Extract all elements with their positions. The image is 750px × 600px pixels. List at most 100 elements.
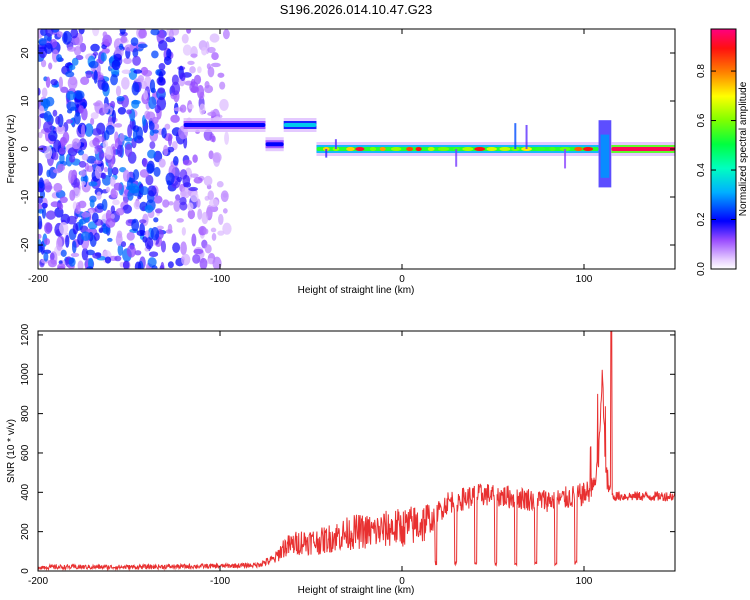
noise-blob <box>132 129 138 142</box>
noise-blob <box>41 87 48 98</box>
noise-blob <box>41 202 48 209</box>
noise-blob <box>136 230 147 237</box>
noise-blob <box>133 200 141 210</box>
noise-blob <box>147 149 156 159</box>
spectrogram-y-tick-label: -10 <box>20 189 31 204</box>
noise-blob <box>179 72 186 81</box>
snr-x-tick-label: -100 <box>210 576 230 587</box>
noise-blob <box>78 29 85 35</box>
noise-blob <box>101 198 108 211</box>
noise-blob <box>66 215 77 225</box>
noise-blob <box>96 145 102 153</box>
spectrogram-x-tick-label: -100 <box>210 274 230 285</box>
noise-blob <box>44 222 52 235</box>
noise-blob <box>164 123 171 130</box>
noise-blob <box>52 152 59 161</box>
spectrogram-x-axis-label: Height of straight line (km) <box>298 285 415 296</box>
spectrogram-x-tick-label: 0 <box>399 274 405 285</box>
noise-blob <box>130 185 140 194</box>
noise-blob <box>134 250 142 256</box>
noise-blob <box>126 231 135 241</box>
noise-blob <box>101 48 111 54</box>
noise-blob <box>133 69 143 74</box>
noise-blob <box>193 248 204 255</box>
noise-blob <box>145 111 156 121</box>
snr-x-tick-label: -200 <box>28 576 48 587</box>
noise-blob <box>203 228 209 235</box>
transition-core <box>600 134 610 178</box>
noise-blob <box>157 87 166 94</box>
noise-blob <box>212 256 222 269</box>
noise-blob <box>38 187 44 192</box>
noise-blob <box>222 29 230 40</box>
snr-y-tick-label: 1000 <box>20 363 31 386</box>
noise-blob <box>80 124 86 138</box>
noise-blob <box>196 198 201 208</box>
noise-blob <box>100 172 107 180</box>
noise-blob <box>110 74 118 86</box>
noise-blob <box>59 221 69 235</box>
noise-blob <box>207 111 217 117</box>
tone-core <box>611 147 675 151</box>
noise-blob <box>132 47 139 58</box>
noise-blob <box>122 260 130 269</box>
noise-blob <box>92 51 99 56</box>
noise-blob <box>154 208 163 214</box>
noise-blob <box>80 231 91 241</box>
snr-y-tick-label: 1200 <box>20 323 31 346</box>
noise-blob <box>75 204 81 215</box>
colorbar-frame <box>710 28 737 270</box>
noise-blob <box>57 163 66 172</box>
noise-blob <box>88 181 98 187</box>
noise-blob <box>217 72 225 78</box>
noise-blob <box>144 204 154 213</box>
noise-blob <box>149 141 156 149</box>
tone-peak <box>462 147 474 151</box>
noise-blob <box>67 46 77 52</box>
noise-blob <box>187 209 196 220</box>
noise-blob <box>218 213 224 225</box>
noise-blob <box>144 230 150 238</box>
noise-blob <box>147 257 157 268</box>
noise-blob <box>102 140 109 149</box>
noise-blob <box>210 62 221 68</box>
noise-blob <box>47 259 58 268</box>
noise-blob <box>115 85 122 97</box>
noise-blob <box>70 29 79 39</box>
tone-peak <box>474 147 486 151</box>
noise-blob <box>100 52 107 62</box>
tone-streak <box>525 124 528 149</box>
noise-blob <box>117 106 127 115</box>
noise-blob <box>193 177 203 184</box>
noise-blob <box>196 84 205 99</box>
noise-blob <box>68 154 76 163</box>
noise-blob <box>138 29 148 39</box>
noise-blob <box>38 233 42 240</box>
noise-blob <box>50 252 55 261</box>
snr-y-axis-label: SNR (10 * v/v) <box>6 419 17 483</box>
noise-blob <box>222 208 228 214</box>
noise-blob <box>107 237 113 242</box>
snr-marks <box>38 331 675 571</box>
tone-peak <box>427 147 435 151</box>
tone-streak <box>514 123 517 149</box>
noise-blob <box>38 215 43 230</box>
noise-blob <box>165 172 175 185</box>
noise-blob <box>50 201 60 208</box>
spectrogram-y-tick-label: 10 <box>20 95 31 107</box>
tone-peak <box>369 147 377 151</box>
snr-x-tick-label: 0 <box>399 576 405 587</box>
noise-blob <box>101 81 109 92</box>
noise-blob <box>144 237 154 250</box>
noise-blob <box>79 169 87 177</box>
noise-blob <box>89 199 95 208</box>
noise-blob <box>190 53 198 58</box>
noise-blob <box>173 199 181 212</box>
snr-y-tick-label: 400 <box>20 484 31 501</box>
noise-blob <box>93 160 102 165</box>
colorbar: 0.0 0.2 0.4 0.6 0.8 Normalized spectral ampl… <box>696 28 749 276</box>
noise-blob <box>211 233 217 241</box>
noise-blob <box>199 257 208 269</box>
colorbar-tick-label: 0.8 <box>696 64 707 78</box>
